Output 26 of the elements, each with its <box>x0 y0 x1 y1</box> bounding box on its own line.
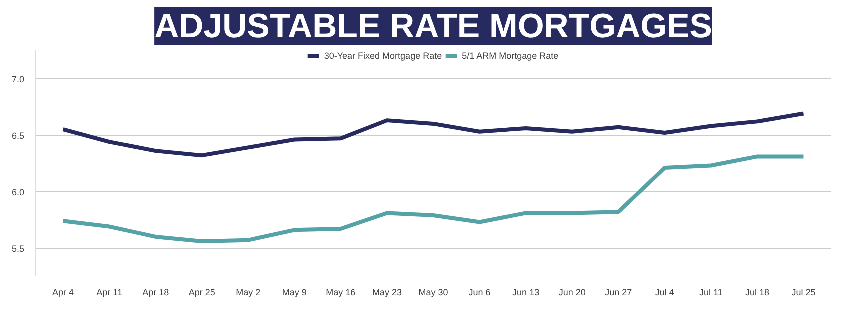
x-tick-label: Jul 18 <box>745 288 770 298</box>
x-tick-label: May 9 <box>282 288 307 298</box>
x-tick-label: May 23 <box>372 288 402 298</box>
x-tick-label: Jun 6 <box>468 288 491 298</box>
x-tick-label: Apr 25 <box>188 288 216 298</box>
x-tick-label: May 16 <box>326 288 356 298</box>
y-tick-label: 7.0 <box>12 74 25 84</box>
legend-label: 30-Year Fixed Mortgage Rate <box>324 51 442 61</box>
x-tick-label: Apr 4 <box>52 288 74 298</box>
x-tick-label: Apr 18 <box>142 288 170 298</box>
x-tick-label: May 2 <box>236 288 261 298</box>
line-series <box>61 154 806 244</box>
x-tick-label: Jul 4 <box>655 288 674 298</box>
legend-label: 5/1 ARM Mortgage Rate <box>462 51 559 61</box>
y-tick-label: 6.0 <box>12 187 25 198</box>
x-tick-label: Jun 20 <box>558 288 586 298</box>
chart-title: ADJUSTABLE RATE MORTGAGES <box>154 8 712 46</box>
x-tick-label: Jun 13 <box>512 288 540 298</box>
x-tick-label: Jul 11 <box>700 288 723 298</box>
y-tick-label: 5.5 <box>12 244 25 254</box>
x-tick-label: Jun 27 <box>605 288 632 298</box>
y-tick-label: 6.5 <box>12 130 25 141</box>
line-series <box>61 112 806 158</box>
x-tick-label: May 30 <box>418 288 448 298</box>
x-tick-label: Apr 11 <box>96 288 122 298</box>
x-tick-label: Jul 25 <box>792 288 816 298</box>
